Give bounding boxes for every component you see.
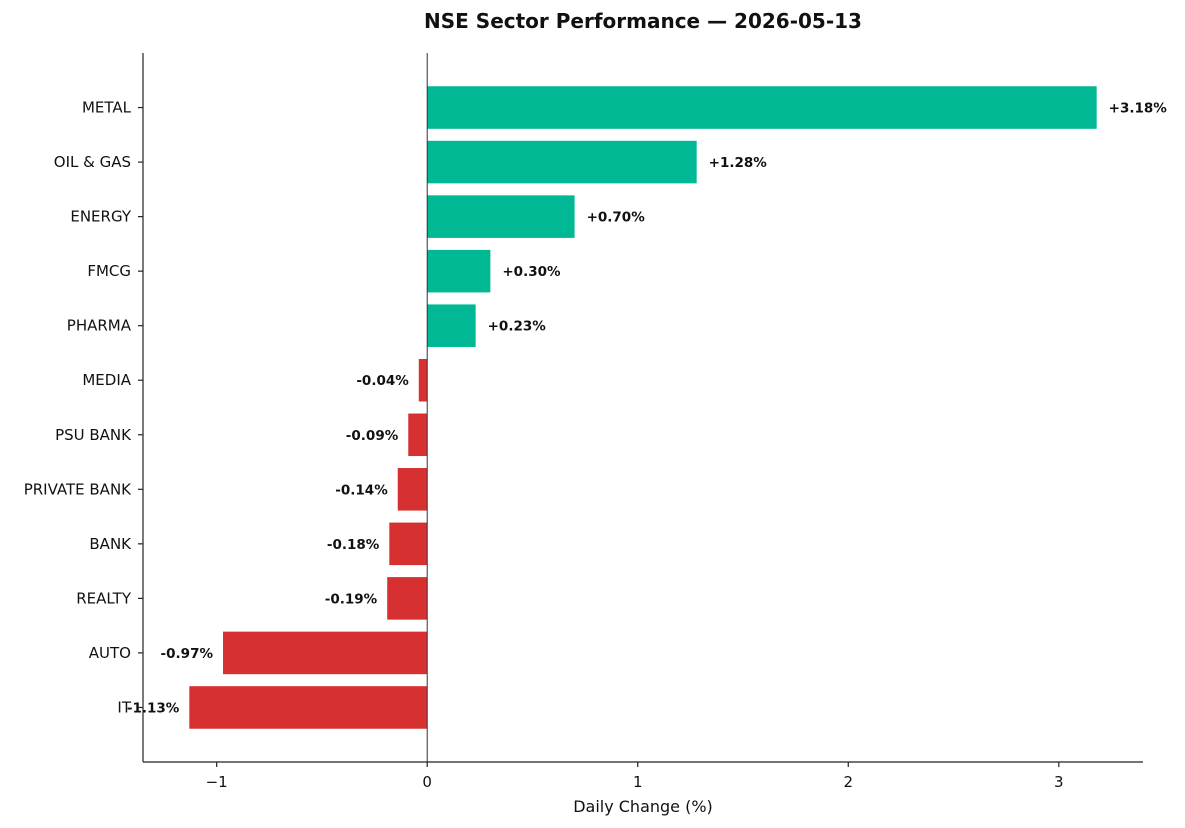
bar-oil-gas (427, 140, 697, 184)
data-label-private-bank: -0.14% (335, 482, 388, 498)
category-label-oil-gas: OIL & GAS (54, 153, 131, 171)
bar-metal (427, 86, 1097, 129)
category-label-fmcg: FMCG (87, 262, 131, 280)
data-label-psu-bank: -0.09% (346, 428, 399, 444)
data-label-media: -0.04% (356, 373, 409, 389)
data-label-it: -1.13% (127, 700, 180, 716)
data-label-auto: -0.97% (161, 646, 214, 662)
category-label-media: MEDIA (82, 371, 131, 389)
data-labels-group: +3.18% +1.28% +0.70% +0.30% +0.23% -0.04% -0.0… (127, 101, 1167, 717)
bar-realty (387, 577, 428, 620)
bar-auto (223, 631, 428, 675)
bar-psu-bank (408, 413, 428, 457)
category-label-metal: METAL (82, 99, 132, 117)
chart-title: NSE Sector Performance — 2026-05-13 (424, 9, 862, 33)
x-axis-label: Daily Change (%) (573, 797, 713, 816)
category-label-it: IT (117, 698, 131, 716)
x-tick-label: 2 (843, 773, 853, 791)
category-label-energy: ENERGY (70, 208, 131, 226)
data-label-bank: -0.18% (327, 537, 380, 553)
category-label-realty: REALTY (76, 589, 132, 607)
bar-pharma (427, 304, 476, 347)
category-label-psu-bank: PSU BANK (55, 426, 132, 444)
bar-media (418, 358, 428, 402)
data-label-realty: -0.19% (325, 591, 378, 607)
bar-bank (389, 522, 428, 566)
data-label-fmcg: +0.30% (502, 264, 561, 280)
data-label-oil-gas: +1.28% (709, 155, 768, 171)
y-axis: METAL OIL & GAS ENERGY FMCG PHARMA MEDIA PSU B… (24, 53, 144, 762)
bar-it (189, 686, 428, 729)
bar-private-bank (397, 468, 428, 511)
x-axis: −1 0 1 2 3 (143, 761, 1143, 791)
category-label-auto: AUTO (89, 644, 131, 662)
bar-fmcg (427, 249, 491, 293)
x-tick-label: 3 (1054, 773, 1064, 791)
bars-group (189, 53, 1097, 762)
data-label-metal: +3.18% (1109, 101, 1168, 117)
x-tick-label: 1 (633, 773, 643, 791)
x-tick-label: −1 (206, 773, 228, 791)
data-label-energy: +0.70% (587, 210, 646, 226)
category-label-pharma: PHARMA (67, 317, 132, 335)
x-tick-label: 0 (422, 773, 432, 791)
category-label-bank: BANK (89, 535, 132, 553)
bar-energy (427, 195, 575, 238)
data-label-pharma: +0.23% (488, 319, 547, 335)
category-label-private-bank: PRIVATE BANK (24, 480, 132, 498)
